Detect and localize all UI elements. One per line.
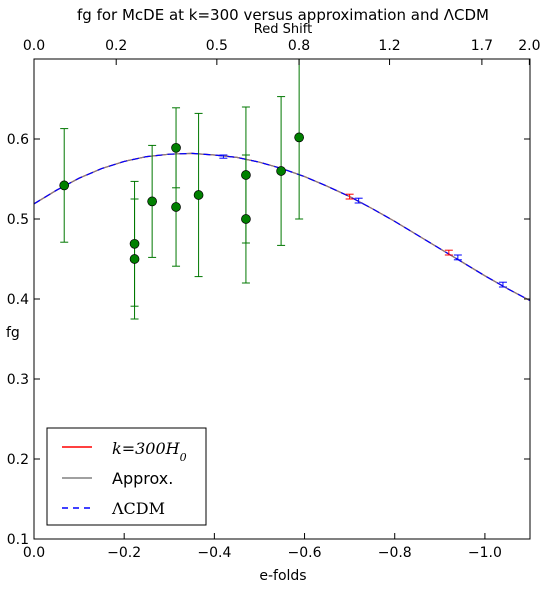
obs-point-5 bbox=[171, 202, 181, 212]
y-tick-label-4: 0.5 bbox=[7, 212, 29, 228]
legend: k=300H0 Approx. ΛCDM bbox=[46, 427, 207, 526]
obs-point-2 bbox=[129, 254, 140, 264]
x-tick-label-0: 0.0 bbox=[23, 545, 45, 561]
obs-point-1 bbox=[129, 238, 140, 249]
obs-point-8 bbox=[241, 214, 251, 224]
obs-point-10 bbox=[294, 132, 304, 143]
top-tick-label-5: 1.7 bbox=[471, 38, 493, 54]
legend-label-approx: Approx. bbox=[112, 469, 173, 488]
top-tick-label-4: 1.2 bbox=[378, 38, 400, 54]
obs-point-4 bbox=[171, 142, 181, 153]
top-tick-label-2: 0.5 bbox=[206, 38, 228, 54]
obs-point-6 bbox=[193, 190, 204, 200]
series-line-2 bbox=[34, 152, 530, 302]
x-tick-label-3: −0.6 bbox=[288, 545, 322, 561]
y-tick-label-0: 0.1 bbox=[7, 532, 29, 548]
chart-title: fg for McDE at k=300 versus approximatio… bbox=[77, 6, 489, 24]
y-tick-label-5: 0.6 bbox=[7, 132, 29, 148]
plot-area bbox=[34, 59, 530, 320]
y-axis-title: fg bbox=[6, 325, 20, 341]
x-axis-title: e-folds bbox=[259, 568, 306, 584]
obs-point-7 bbox=[241, 170, 251, 180]
top-tick-label-3: 0.8 bbox=[288, 38, 310, 54]
top-tick-label-0: 0.0 bbox=[23, 38, 45, 54]
obs-point-9 bbox=[276, 166, 286, 176]
x-tick-label-4: −0.8 bbox=[378, 545, 412, 561]
y-tick-label-1: 0.2 bbox=[7, 452, 29, 468]
y-tick-label-3: 0.4 bbox=[7, 292, 29, 308]
top-tick-label-6: 2.0 bbox=[518, 38, 540, 54]
x-tick-label-2: −0.4 bbox=[197, 545, 231, 561]
top-tick-label-1: 0.2 bbox=[105, 38, 127, 54]
x-tick-label-5: −1.0 bbox=[468, 545, 502, 561]
y-tick-label-2: 0.3 bbox=[7, 372, 29, 388]
obs-point-3 bbox=[147, 196, 157, 207]
obs-point-0 bbox=[59, 180, 70, 191]
legend-box bbox=[46, 427, 207, 526]
legend-label-lcdm: ΛCDM bbox=[111, 499, 165, 518]
x-tick-label-1: −0.2 bbox=[107, 545, 141, 561]
top-axis-title: Red Shift bbox=[254, 22, 312, 37]
